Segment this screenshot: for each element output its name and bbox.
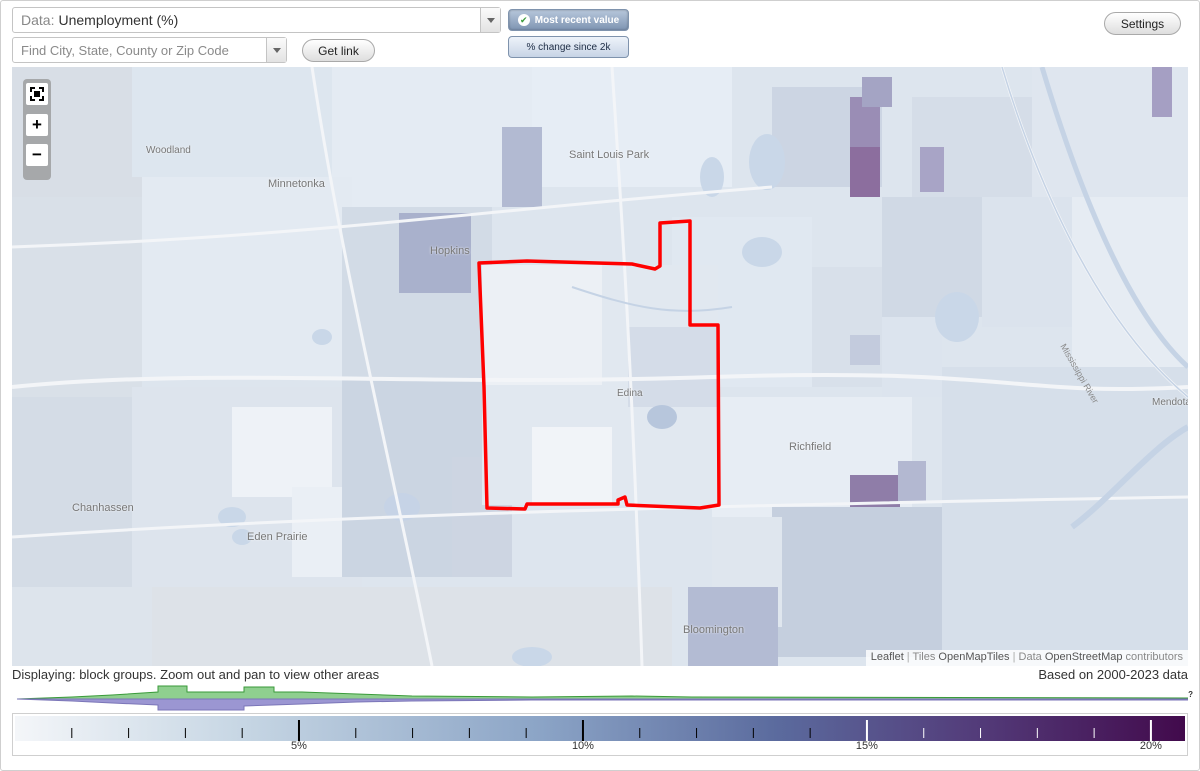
zoom-in-button[interactable]: + <box>26 114 48 136</box>
place-label: Richfield <box>789 441 832 453</box>
data-select-value: Unemployment (%) <box>58 12 179 28</box>
fullscreen-icon[interactable] <box>26 83 48 105</box>
settings-button[interactable]: Settings <box>1104 12 1181 35</box>
chevron-down-icon[interactable] <box>480 8 500 32</box>
color-legend: 5% 10% 15% 20% <box>12 713 1188 756</box>
get-link-button[interactable]: Get link <box>302 39 375 62</box>
legend-label: 10% <box>571 740 594 752</box>
attribution-separator: | <box>903 651 913 663</box>
data-range-note: Based on 2000-2023 data <box>1038 667 1188 682</box>
value-histogram <box>16 685 1188 711</box>
data-prefix: Data <box>1018 651 1045 663</box>
place-label: Woodland <box>146 145 191 156</box>
place-label: Bloomington <box>683 624 745 636</box>
legend-label: 20% <box>1139 740 1162 752</box>
zoom-out-button[interactable]: − <box>26 144 48 166</box>
map-attribution: Leaflet | Tiles OpenMapTiles | Data Open… <box>865 650 1188 666</box>
most-recent-value-label: Most recent value <box>534 14 620 26</box>
leaflet-link[interactable]: Leaflet <box>870 651 904 663</box>
percent-change-toggle[interactable]: % change since 2k <box>508 36 629 58</box>
data-select-prefix: Data: <box>21 12 55 28</box>
map-view[interactable]: + − Saint Louis Park Woodland Minnetonka… <box>12 67 1188 666</box>
location-search-input[interactable] <box>13 38 267 62</box>
display-level-notice: Displaying: block groups. Zoom out and p… <box>12 667 380 682</box>
attribution-separator: | <box>1009 651 1019 663</box>
data-select[interactable]: Data: Unemployment (%) <box>12 7 501 33</box>
place-label: Chanhassen <box>72 502 134 514</box>
place-label: Eden Prairie <box>247 531 308 543</box>
legend-gradient <box>15 716 1185 741</box>
choropleth-map <box>12 67 1188 666</box>
legend-label: 15% <box>855 740 878 752</box>
zoom-control: + − <box>23 79 51 180</box>
place-label: Hopkins <box>430 245 470 257</box>
legend-label: 5% <box>291 740 307 752</box>
place-label: Mendota <box>1152 397 1188 408</box>
openstreetmap-link[interactable]: OpenStreetMap <box>1044 651 1123 663</box>
location-search[interactable] <box>12 37 287 63</box>
openmaptiles-link[interactable]: OpenMapTiles <box>938 651 1010 663</box>
place-label: Edina <box>617 388 643 399</box>
checkmark-icon: ✔ <box>517 14 530 26</box>
histogram-marker: ? <box>1188 690 1193 699</box>
tiles-prefix: Tiles <box>912 651 939 663</box>
contributors-suffix: contributors <box>1122 651 1183 663</box>
place-label: Saint Louis Park <box>569 149 650 161</box>
legend-ticks <box>71 720 1152 741</box>
percent-change-label: % change since 2k <box>526 41 611 53</box>
search-dropdown-chevron-icon[interactable] <box>266 38 286 62</box>
place-label: Minnetonka <box>268 178 325 190</box>
most-recent-value-toggle[interactable]: ✔ Most recent value <box>508 9 629 31</box>
